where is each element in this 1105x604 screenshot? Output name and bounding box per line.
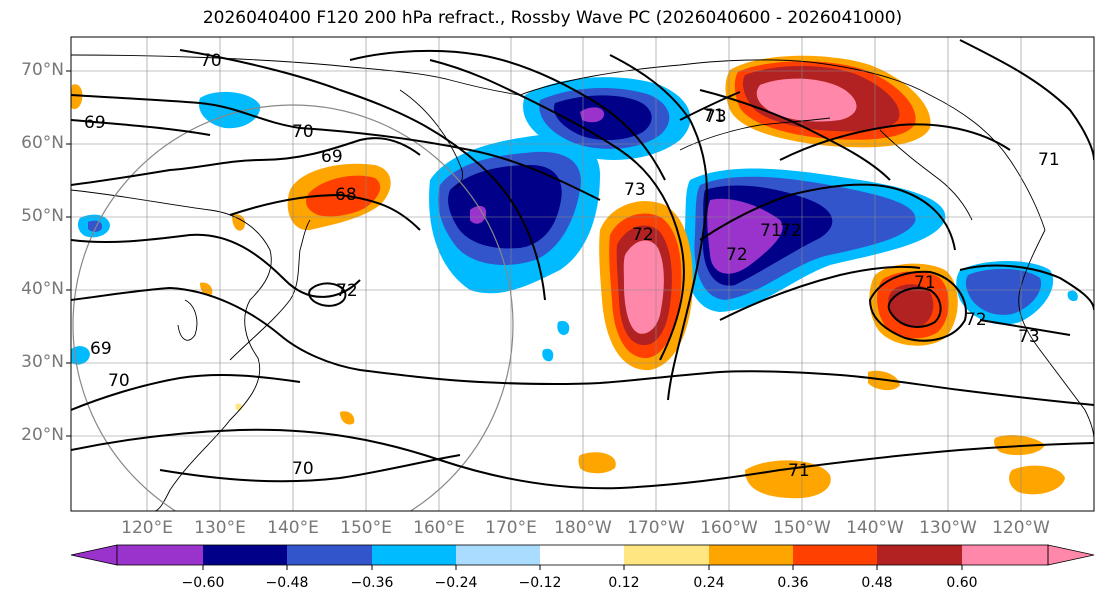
colorbar-tick-label: −0.48 bbox=[265, 575, 309, 591]
lon-label-120e: 120°E bbox=[121, 518, 173, 538]
colorbar-tick-label: 0.36 bbox=[777, 575, 809, 591]
lat-label-30n: 30°N bbox=[21, 352, 64, 372]
lon-label-150e: 150°E bbox=[340, 518, 392, 538]
lon-label-160e: 160°E bbox=[413, 518, 465, 538]
coastline-asia bbox=[71, 189, 272, 511]
coastline-korea bbox=[177, 299, 198, 341]
contour-label: 70 bbox=[108, 371, 130, 391]
filled-anomalies bbox=[71, 55, 1078, 499]
colorbar-bin bbox=[877, 545, 962, 565]
coastline-japan bbox=[229, 219, 311, 361]
lon-label-160w: 160°W bbox=[700, 518, 758, 538]
contour-label: 71 bbox=[760, 221, 782, 241]
lat-label-60n: 60°N bbox=[21, 133, 64, 153]
map-frame bbox=[70, 36, 1095, 512]
contour-label: 70 bbox=[292, 459, 314, 479]
colorbar-tick-label: 0.48 bbox=[861, 575, 893, 591]
contour-label: 72 bbox=[780, 221, 802, 241]
colorbar-tick-label: 0.24 bbox=[693, 575, 725, 591]
colorbar-bin bbox=[962, 545, 1048, 565]
contour-label: 71 bbox=[703, 106, 725, 126]
contour-label: 70 bbox=[200, 51, 222, 71]
coastlines bbox=[71, 54, 1094, 511]
lon-label-130e: 130°E bbox=[194, 518, 246, 538]
contour-label: 69 bbox=[321, 147, 343, 167]
coastline-gulf-of-alaska bbox=[879, 129, 973, 221]
chart-title: 2026040400 F120 200 hPa refract., Rossby… bbox=[202, 8, 903, 28]
gridlines bbox=[71, 37, 1094, 511]
contour-label: 72 bbox=[632, 225, 654, 245]
contour-label: 70 bbox=[292, 122, 314, 142]
lat-label-40n: 40°N bbox=[21, 279, 64, 299]
contour-lines bbox=[71, 39, 1094, 490]
contour-label: 73 bbox=[624, 180, 646, 200]
colorbar-bin bbox=[624, 545, 709, 565]
reference-circle bbox=[72, 104, 514, 511]
contour-label: 72 bbox=[965, 310, 987, 330]
contour-label: 72 bbox=[726, 245, 748, 265]
contour-label: 73 bbox=[705, 107, 727, 127]
lon-label-120w: 120°W bbox=[992, 518, 1050, 538]
colorbar-bin bbox=[117, 545, 203, 565]
colorbar-tick-label: −0.12 bbox=[518, 575, 562, 591]
colorbar-bin bbox=[540, 545, 624, 565]
contour-label: 71 bbox=[914, 273, 936, 293]
lon-label-150w: 150°W bbox=[773, 518, 831, 538]
colorbar-bin bbox=[709, 545, 793, 565]
colorbar-tick-label: −0.24 bbox=[434, 575, 478, 591]
contour-label: 71 bbox=[1038, 150, 1060, 170]
colorbar-bin bbox=[287, 545, 372, 565]
axis-ticks bbox=[66, 70, 71, 437]
coastline-alaska bbox=[519, 59, 1046, 231]
lat-label-70n: 70°N bbox=[21, 60, 64, 80]
lon-label-170w: 170°W bbox=[627, 518, 685, 538]
lon-label-170e: 170°E bbox=[485, 518, 537, 538]
colorbar-bin bbox=[203, 545, 287, 565]
colorbar-bin bbox=[456, 545, 540, 565]
coastline-siberia bbox=[71, 54, 521, 96]
contour-label: 69 bbox=[84, 113, 106, 133]
contour-labels: 70 69 70 69 68 73 72 72 71 72 73 71 71 7… bbox=[84, 51, 1060, 481]
lon-label-140w: 140°W bbox=[846, 518, 904, 538]
contour-label: 69 bbox=[90, 339, 112, 359]
lon-label-180w: 180°W bbox=[554, 518, 612, 538]
contour-label: 68 bbox=[335, 185, 357, 205]
contour-label: 72 bbox=[336, 281, 358, 301]
colorbar-tick-label: 0.12 bbox=[608, 575, 640, 591]
lon-label-140e: 140°E bbox=[267, 518, 319, 538]
lon-label-130w: 130°W bbox=[919, 518, 977, 538]
colorbar bbox=[70, 544, 1095, 570]
coastline-north-america bbox=[1018, 229, 1094, 441]
colorbar-tick-label: −0.60 bbox=[181, 575, 225, 591]
contour-label: 71 bbox=[788, 461, 810, 481]
contour-label: 73 bbox=[1018, 327, 1040, 347]
colorbar-tick-label: −0.36 bbox=[350, 575, 394, 591]
colorbar-tick-label: 0.60 bbox=[946, 575, 978, 591]
colorbar-bin bbox=[793, 545, 877, 565]
colorbar-min-extension bbox=[70, 544, 118, 566]
lat-label-50n: 50°N bbox=[21, 206, 64, 226]
colorbar-max-extension bbox=[1047, 544, 1095, 566]
colorbar-bin bbox=[372, 545, 456, 565]
lat-label-20n: 20°N bbox=[21, 425, 64, 445]
